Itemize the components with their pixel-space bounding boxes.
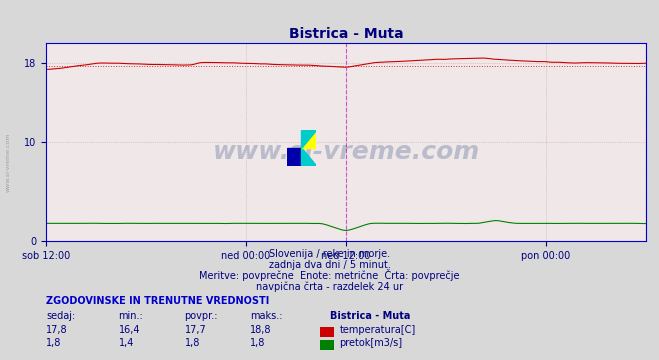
Text: 17,8: 17,8 <box>46 325 68 335</box>
Text: Meritve: povprečne  Enote: metrične  Črta: povprečje: Meritve: povprečne Enote: metrične Črta:… <box>199 269 460 281</box>
Polygon shape <box>287 148 302 166</box>
Text: 1,8: 1,8 <box>185 338 200 348</box>
Text: min.:: min.: <box>119 311 144 321</box>
Text: www.si-vreme.com: www.si-vreme.com <box>212 140 480 164</box>
Polygon shape <box>302 148 316 166</box>
Text: ZGODOVINSKE IN TRENUTNE VREDNOSTI: ZGODOVINSKE IN TRENUTNE VREDNOSTI <box>46 296 270 306</box>
Text: Bistrica - Muta: Bistrica - Muta <box>330 311 410 321</box>
Text: 18,8: 18,8 <box>250 325 272 335</box>
Text: 16,4: 16,4 <box>119 325 140 335</box>
Polygon shape <box>302 130 316 148</box>
Text: www.si-vreme.com: www.si-vreme.com <box>6 132 11 192</box>
Text: navpična črta - razdelek 24 ur: navpična črta - razdelek 24 ur <box>256 281 403 292</box>
Title: Bistrica - Muta: Bistrica - Muta <box>289 27 403 41</box>
Text: povpr.:: povpr.: <box>185 311 218 321</box>
Text: 1,8: 1,8 <box>46 338 61 348</box>
Text: pretok[m3/s]: pretok[m3/s] <box>339 338 403 348</box>
Text: 17,7: 17,7 <box>185 325 206 335</box>
Text: zadnja dva dni / 5 minut.: zadnja dva dni / 5 minut. <box>269 260 390 270</box>
Text: temperatura[C]: temperatura[C] <box>339 325 416 335</box>
Text: Slovenija / reke in morje.: Slovenija / reke in morje. <box>269 249 390 260</box>
Polygon shape <box>302 130 316 148</box>
Text: maks.:: maks.: <box>250 311 283 321</box>
Text: 1,8: 1,8 <box>250 338 266 348</box>
Text: sedaj:: sedaj: <box>46 311 75 321</box>
Text: 1,4: 1,4 <box>119 338 134 348</box>
